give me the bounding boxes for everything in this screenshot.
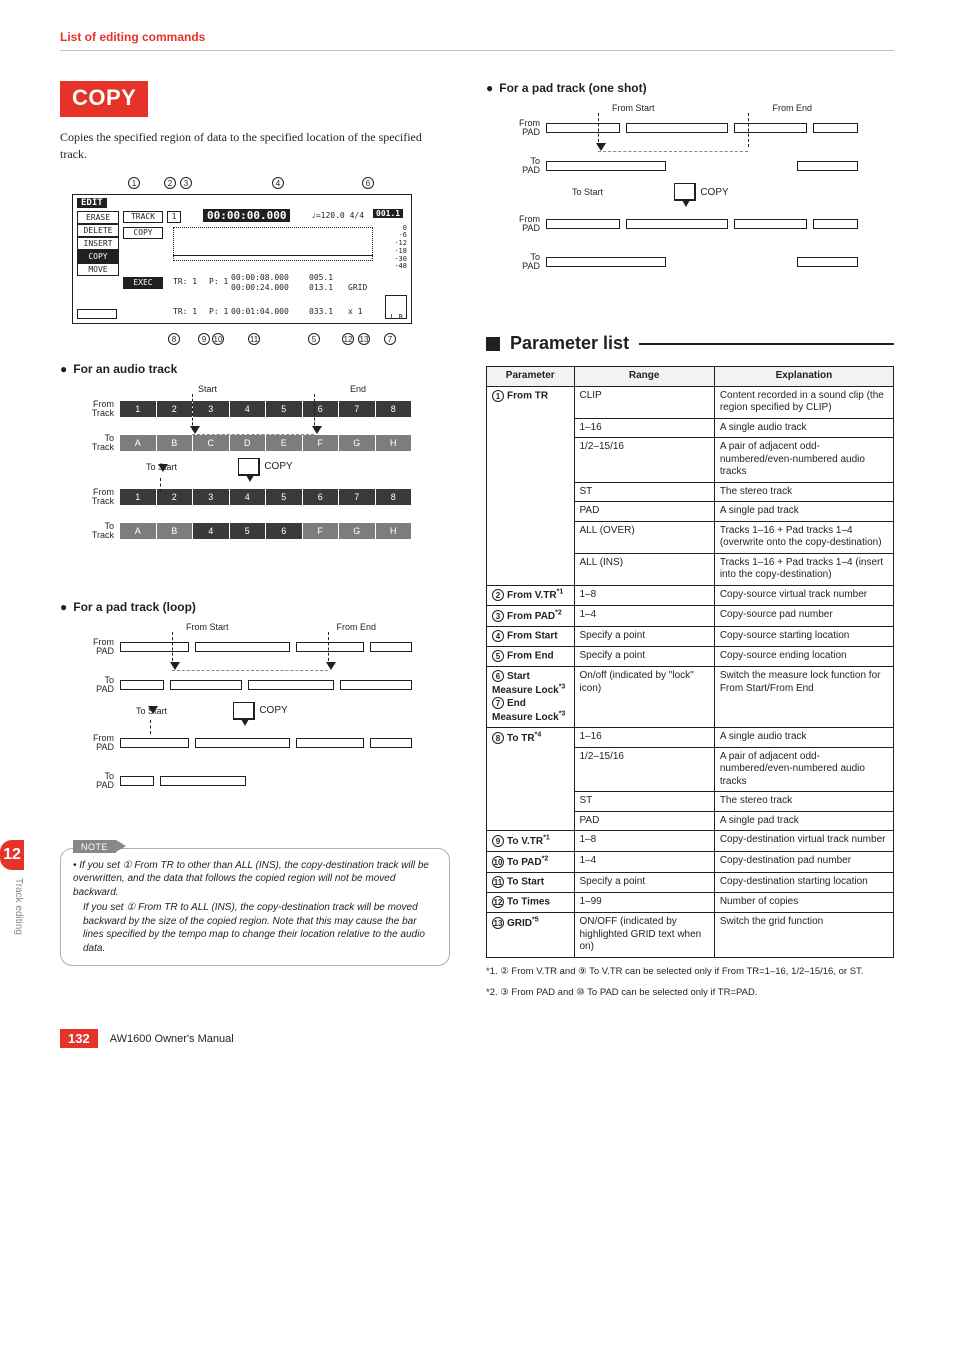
lcd-menu: ERASE DELETE INSERT COPY MOVE	[77, 211, 119, 276]
lcd-menu-copy[interactable]: COPY	[77, 250, 119, 263]
chapter-tab: 12 Track editing	[0, 840, 24, 935]
diagram-pad-loop: From Start From End From PAD To PAD To S…	[72, 622, 412, 832]
footnote-2: *2. ③ From PAD and ⑩ To PAD can be selec…	[486, 987, 894, 1000]
parameter-table: Parameter Range Explanation 1From TRCLIP…	[486, 366, 894, 958]
lcd-exec[interactable]: EXEC	[123, 277, 163, 289]
lcd-callouts-bot: 8 9 10 11 5 12 13 7	[72, 330, 412, 346]
chapter-label: Track editing	[0, 878, 24, 935]
chapter-number: 12	[0, 840, 24, 870]
lcd-menu-insert[interactable]: INSERT	[77, 237, 119, 250]
header-title: List of editing commands	[60, 30, 205, 44]
note-tag: NOTE	[73, 840, 116, 853]
col-parameter: Parameter	[487, 367, 575, 387]
copy-desc: Copies the specified region of data to t…	[60, 129, 450, 164]
lcd-screenshot: EDIT ERASE DELETE INSERT COPY MOVE TRACK…	[72, 194, 412, 324]
copy-icon	[674, 183, 696, 201]
lcd-menu-delete[interactable]: DELETE	[77, 224, 119, 237]
lcd-menu-erase[interactable]: ERASE	[77, 211, 119, 224]
lcd-callouts-top: 1 2 3 4 6	[72, 174, 412, 190]
heading-pad-loop: For a pad track (loop)	[60, 600, 450, 614]
lcd-bar: 001.1	[373, 209, 403, 218]
page-number: 132	[60, 1029, 98, 1048]
square-bullet	[486, 337, 500, 351]
diagram-audio: Start End From Track 12345678 To Track A…	[72, 384, 412, 584]
lcd-track-num[interactable]: 1	[167, 211, 181, 223]
lcd-timecode: 00:00:00.000	[203, 209, 290, 222]
col-range: Range	[574, 367, 714, 387]
copy-icon	[238, 458, 260, 476]
param-list-title: Parameter list	[510, 333, 629, 354]
lcd-menu-move[interactable]: MOVE	[77, 263, 119, 276]
copy-icon	[233, 702, 255, 720]
col-explanation: Explanation	[714, 367, 893, 387]
lcd-copy-box[interactable]: COPY	[123, 227, 163, 239]
footnote-1: *1. ② From V.TR and ⑨ To V.TR can be sel…	[486, 966, 894, 979]
heading-pad-oneshot: For a pad track (one shot)	[486, 81, 894, 95]
note-box: NOTE • If you set ① From TR to other tha…	[60, 848, 450, 967]
lcd-title: EDIT	[77, 198, 107, 208]
heading-audio-track: For an audio track	[60, 362, 450, 376]
lcd-track-hdr[interactable]: TRACK	[123, 211, 163, 223]
section-title-copy: COPY	[60, 81, 148, 117]
diagram-pad-oneshot: From Start From End From PAD To PAD To S…	[498, 103, 858, 313]
footer-text: AW1600 Owner's Manual	[110, 1033, 234, 1045]
